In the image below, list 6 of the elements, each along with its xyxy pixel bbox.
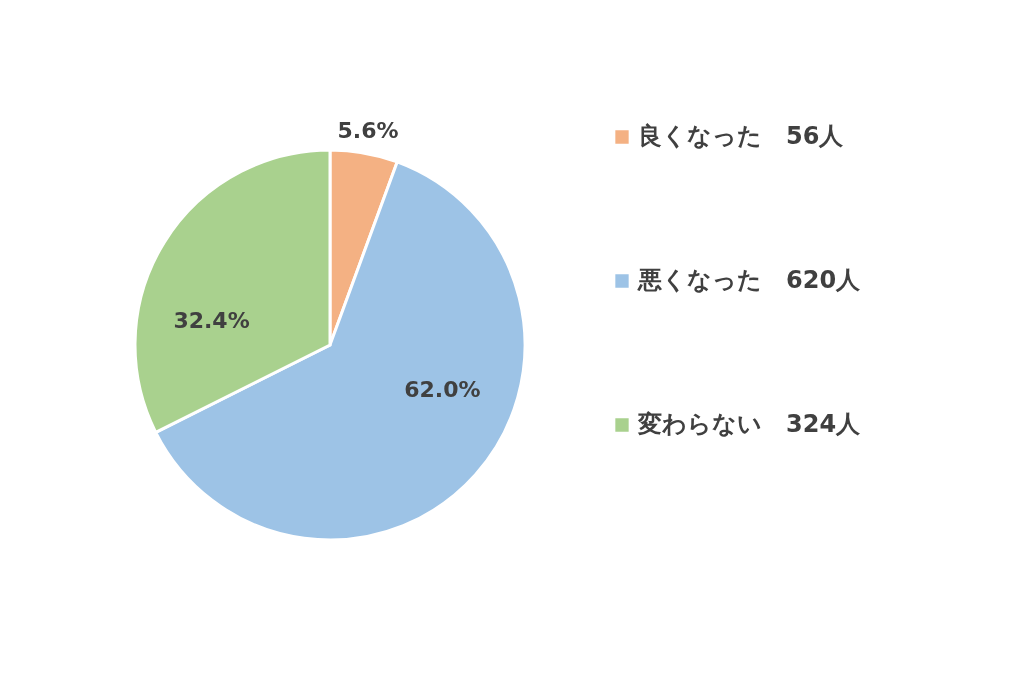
data-label: 5.6% [337,118,399,144]
data-label: 62.0% [404,376,481,402]
legend-label: 変わらない 324人 [637,410,862,438]
legend-label: 悪くなった 620人 [637,266,862,294]
legend-label: 良くなった 56人 [638,122,845,150]
data-label: 32.4% [173,307,250,333]
